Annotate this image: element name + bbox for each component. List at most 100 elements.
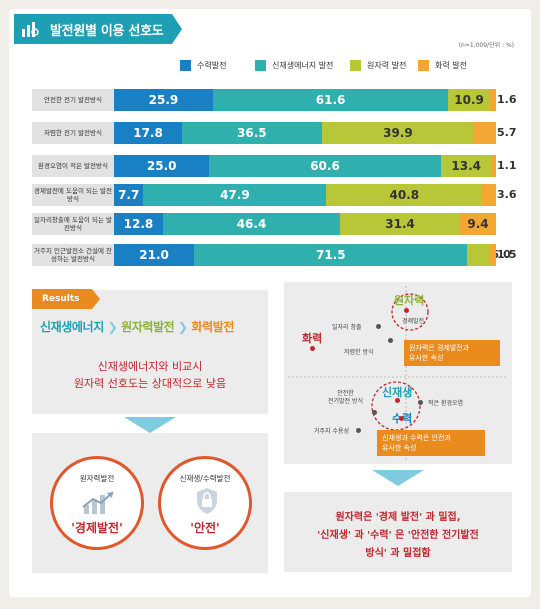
- bar-segment: [489, 89, 496, 111]
- legend-swatch: [180, 60, 191, 71]
- data-label: 3.6: [497, 188, 517, 201]
- data-label: 1.1: [497, 159, 517, 172]
- data-label: 60.6: [310, 159, 340, 173]
- chevron-right-icon: ❯: [107, 320, 118, 334]
- data-label: 12.8: [123, 217, 154, 231]
- data-label: 40.8: [389, 188, 420, 202]
- bar-segment: [340, 213, 461, 235]
- map-safe-dot: [372, 410, 377, 415]
- bar-segment: [114, 155, 210, 177]
- circle-safety-title: 신재생/수력발전: [179, 474, 231, 483]
- bar-segment: [448, 89, 490, 111]
- map-thermal: 화력: [302, 332, 323, 345]
- data-label: 61.6: [315, 93, 346, 107]
- bar-row: 25.9 61.6 10.9 1.6: [114, 89, 517, 111]
- bar-segment: [114, 184, 144, 206]
- data-label: 7.7: [118, 188, 140, 202]
- circle-nuclear: 원자력발전 '경제발전': [50, 456, 144, 550]
- data-label: 47.9: [220, 188, 250, 202]
- bar-segment: [440, 155, 492, 177]
- map-nuclear: 원자력: [394, 294, 425, 307]
- bar-row: 25.0 60.6 13.4 1.1: [114, 155, 517, 177]
- bar-row: 12.8 46.4 31.4 9.4: [114, 213, 496, 235]
- category-label: 거주지 인근발전소 건설에 찬성하는 발전방식: [32, 244, 114, 266]
- callout-nuclear-line-2: 유사한 속성: [409, 354, 444, 362]
- map-cheap: 저렴한 방식: [344, 349, 374, 356]
- results-sub-line-2: 원자력 선호도는 상대적으로 낮음: [73, 377, 227, 390]
- legend-item: 화력 발전: [418, 60, 467, 71]
- circle-safety: 신재생/수력발전 '안전': [158, 456, 252, 550]
- data-label: 46.4: [236, 217, 267, 231]
- map-renewable-dot: [395, 398, 400, 403]
- down-arrow-icon: [124, 417, 176, 433]
- legend-swatch: [255, 60, 266, 71]
- bar-segment: [209, 155, 441, 177]
- bar-row: 21.0 71.5 6.0 1.5: [114, 244, 517, 266]
- bar-segment: [460, 213, 496, 235]
- callout-nuclear: 원자력은 경제발전과 유사한 속성: [404, 340, 500, 366]
- data-label: 1.6: [497, 93, 517, 106]
- data-label: 25.0: [146, 159, 177, 173]
- bar-segment: [143, 184, 327, 206]
- map-safe: 안전한 전기발전 방식: [328, 390, 364, 405]
- bar-segment: [182, 122, 322, 144]
- legend-swatch: [418, 60, 429, 71]
- data-label: 36.5: [237, 126, 267, 140]
- bar-segment: [114, 122, 183, 144]
- bar-segment: [114, 213, 163, 235]
- down-arrow-icon: [372, 470, 424, 486]
- data-label: 10.9: [454, 93, 484, 107]
- data-label: 13.4: [451, 159, 482, 173]
- category-label: 환경오염이 적은 발전방식: [32, 155, 114, 177]
- bar-chart-icon: [22, 22, 39, 37]
- preference-chain: 신재생에너지 ❯ 원자력발전 ❯ 화력발전: [40, 318, 234, 335]
- map-resid: 거주지 수용성: [314, 428, 350, 435]
- data-label: 25.9: [148, 93, 179, 107]
- data-label: 71.5: [315, 248, 346, 262]
- map-jobs: 일자리 창출: [332, 324, 362, 331]
- map-thermal-dot: [310, 346, 315, 351]
- callout-nuclear-line-1: 원자력은 경제발전과: [409, 344, 470, 352]
- callout-renewable-line-1: 신재생과 수력은 안전과: [382, 434, 451, 442]
- map-env: 적은 환경오염: [428, 400, 464, 407]
- results-box: [32, 290, 268, 414]
- map-econ: 경제발전: [402, 318, 425, 325]
- legend-label: 화력 발전: [435, 61, 467, 70]
- map-jobs-dot: [376, 324, 381, 329]
- bar-segment: [321, 122, 475, 144]
- chain-item-renewable: 신재생에너지: [40, 320, 104, 334]
- legend-item: 원자력 발전: [350, 60, 406, 71]
- map-resid-dot: [356, 428, 361, 433]
- conclusion-line-1: 원자력은 '경제 발전' 과 밀접,: [335, 512, 461, 523]
- bar-segment: [491, 155, 496, 177]
- circle-nuclear-title: 원자력발전: [79, 474, 115, 483]
- bar-segment: [326, 184, 483, 206]
- conclusion-line-2: '신재생' 과 '수력' 은 '안전한 전기발전: [317, 530, 479, 541]
- perceptual-map: 원자력 화력 일자리 창출 저렴한 방식 경제발전 원자력은 경제발전과 유사한…: [284, 282, 512, 464]
- page-title: 발전원별 이용 선호도: [50, 24, 164, 39]
- results-sub-line-1: 신재생에너지와 비교시: [97, 360, 203, 373]
- bar-row: 7.7 47.9 40.8 3.6: [114, 184, 517, 206]
- bar-segment: [467, 244, 491, 266]
- category-label: 경제발전에 도움이 되는 발전방식: [32, 184, 114, 206]
- category-label: 안전한 전기 발전방식: [32, 89, 114, 111]
- data-label: 39.9: [383, 126, 413, 140]
- category-label: 저렴한 전기 발전방식: [32, 122, 114, 144]
- bar-segment: [162, 213, 341, 235]
- data-label: 31.4: [385, 217, 415, 231]
- legend-swatch: [350, 60, 361, 71]
- data-label: 6.0: [491, 248, 511, 261]
- title-bar: 발전원별 이용 선호도: [14, 14, 182, 44]
- conclusion-box: [284, 492, 512, 572]
- callout-renewable-line-2: 유사한 속성: [382, 444, 417, 452]
- callout-renewable: 신재생과 수력은 안전과 유사한 속성: [377, 430, 485, 456]
- data-label: 5.7: [497, 126, 517, 139]
- bar-segment: [490, 244, 496, 266]
- bar-segment: [114, 244, 195, 266]
- chain-item-nuclear: 원자력발전: [121, 320, 175, 334]
- bar-segment: [212, 89, 449, 111]
- map-env-dot: [418, 400, 423, 405]
- legend-label: 신재생에너지 발전: [272, 61, 334, 70]
- growth-chart-icon: [82, 491, 114, 514]
- data-label: 1.5: [497, 248, 517, 261]
